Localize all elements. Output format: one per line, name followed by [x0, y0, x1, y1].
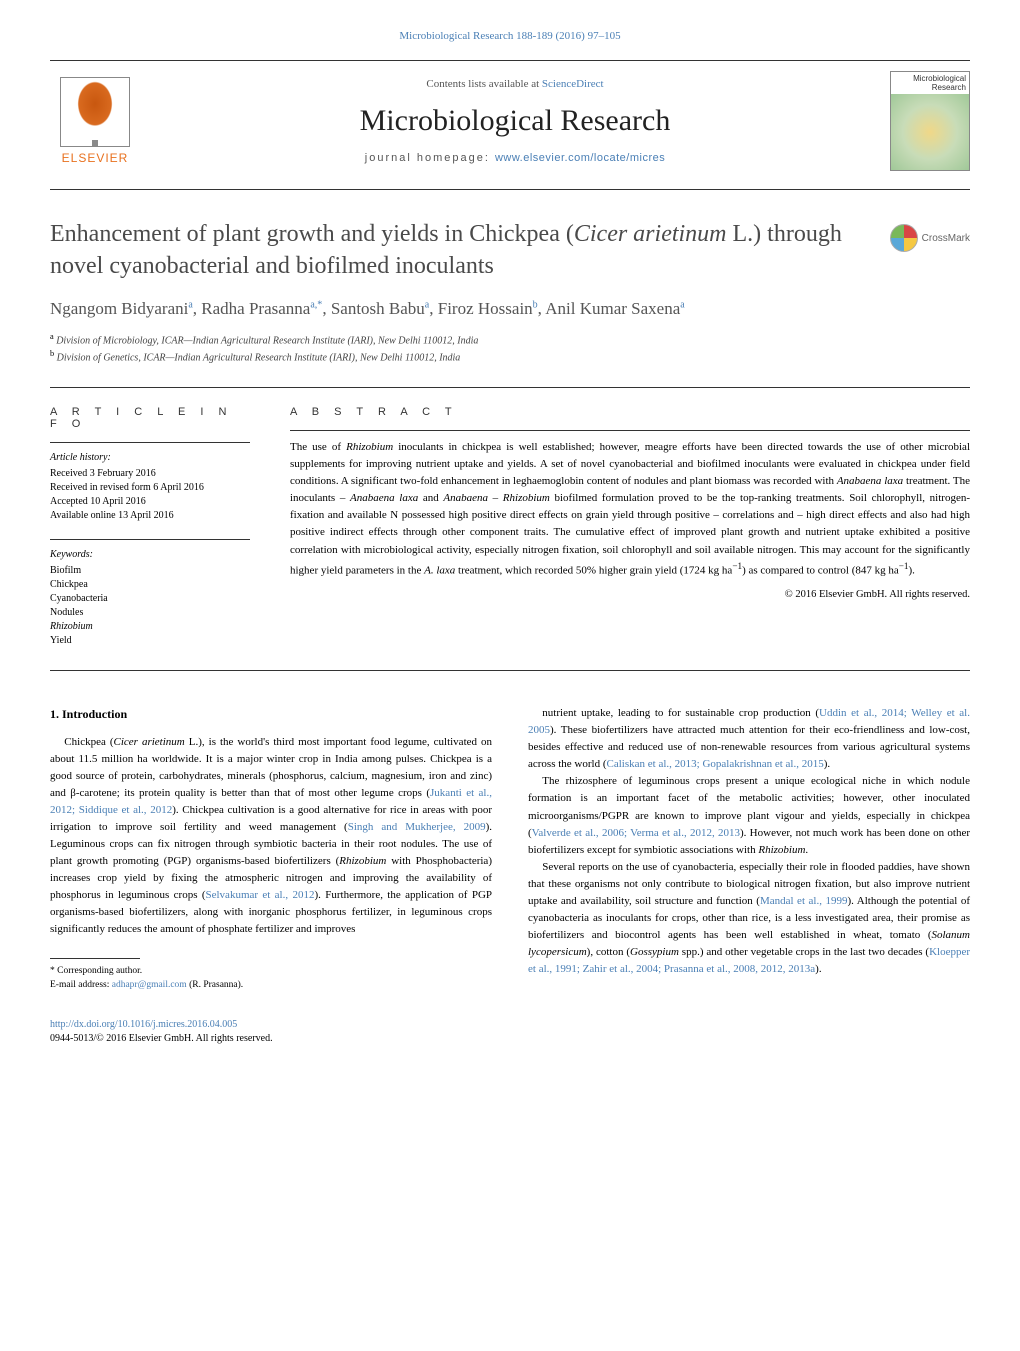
journal-name: Microbiological Research	[140, 104, 890, 138]
article-info-heading: A R T I C L E I N F O	[50, 406, 250, 430]
body-columns: 1. Introduction Chickpea (Cicer arietinu…	[50, 705, 970, 992]
abstract-heading: A B S T R A C T	[290, 406, 970, 418]
crossmark-icon	[890, 224, 918, 252]
sciencedirect-link[interactable]: ScienceDirect	[542, 78, 604, 90]
publisher-logo-block: ELSEVIER	[50, 77, 140, 165]
authors: Ngangom Bidyarania, Radha Prasannaa,*, S…	[50, 297, 970, 321]
homepage-link[interactable]: www.elsevier.com/locate/micres	[495, 152, 665, 164]
journal-cover-thumbnail: Microbiological Research	[890, 71, 970, 171]
email-link[interactable]: adhapr@gmail.com	[112, 980, 187, 990]
abstract-copyright: © 2016 Elsevier GmbH. All rights reserve…	[290, 589, 970, 600]
keyword: Rhizobium	[50, 620, 250, 634]
contents-line: Contents lists available at ScienceDirec…	[140, 78, 890, 90]
intro-paragraph-3: The rhizosphere of leguminous crops pres…	[528, 773, 970, 858]
doi-link[interactable]: http://dx.doi.org/10.1016/j.micres.2016.…	[50, 1019, 237, 1030]
homepage-line: journal homepage: www.elsevier.com/locat…	[140, 152, 890, 164]
keyword: Nodules	[50, 606, 250, 620]
abstract: A B S T R A C T The use of Rhizobium ino…	[290, 406, 970, 648]
keyword: Biofilm	[50, 564, 250, 578]
page-footer: http://dx.doi.org/10.1016/j.micres.2016.…	[50, 1018, 970, 1046]
contents-prefix: Contents lists available at	[426, 78, 541, 90]
history-label: Article history:	[50, 451, 250, 465]
article-title: Enhancement of plant growth and yields i…	[50, 218, 870, 283]
corresponding-author-note: * Corresponding author.	[50, 965, 492, 978]
keyword: Cyanobacteria	[50, 592, 250, 606]
intro-paragraph-2: nutrient uptake, leading to for sustaina…	[528, 705, 970, 773]
elsevier-label: ELSEVIER	[62, 151, 129, 165]
keyword: Yield	[50, 634, 250, 648]
intro-paragraph-4: Several reports on the use of cyanobacte…	[528, 859, 970, 978]
keyword: Chickpea	[50, 578, 250, 592]
affiliation-line: a Division of Microbiology, ICAR—Indian …	[50, 331, 970, 348]
introduction-heading: 1. Introduction	[50, 705, 492, 724]
email-name: (R. Prasanna).	[187, 980, 243, 990]
cover-art	[891, 94, 969, 170]
keywords-label: Keywords:	[50, 548, 250, 562]
footnote-separator	[50, 958, 140, 959]
history-line: Received in revised form 6 April 2016	[50, 481, 250, 495]
body-column-right: nutrient uptake, leading to for sustaina…	[528, 705, 970, 992]
crossmark-badge[interactable]: CrossMark	[890, 224, 970, 252]
homepage-prefix: journal homepage:	[365, 152, 495, 164]
body-column-left: 1. Introduction Chickpea (Cicer arietinu…	[50, 705, 492, 992]
intro-paragraph-1: Chickpea (Cicer arietinum L.), is the wo…	[50, 734, 492, 939]
masthead: ELSEVIER Contents lists available at Sci…	[50, 60, 970, 190]
article-info: A R T I C L E I N F O Article history: R…	[50, 406, 250, 648]
footnotes: * Corresponding author. E-mail address: …	[50, 965, 492, 992]
history-line: Accepted 10 April 2016	[50, 495, 250, 509]
crossmark-label: CrossMark	[922, 233, 970, 244]
email-label: E-mail address:	[50, 980, 112, 990]
journal-reference: Microbiological Research 188-189 (2016) …	[50, 30, 970, 42]
cover-label: Microbiological Research	[891, 72, 969, 94]
issn-copyright: 0944-5013/© 2016 Elsevier GmbH. All righ…	[50, 1032, 970, 1046]
affiliation-line: b Division of Genetics, ICAR—Indian Agri…	[50, 348, 970, 365]
affiliations: a Division of Microbiology, ICAR—Indian …	[50, 331, 970, 366]
abstract-body: The use of Rhizobium inoculants in chick…	[290, 430, 970, 579]
history-line: Received 3 February 2016	[50, 467, 250, 481]
elsevier-tree-icon	[60, 77, 130, 147]
history-line: Available online 13 April 2016	[50, 509, 250, 523]
